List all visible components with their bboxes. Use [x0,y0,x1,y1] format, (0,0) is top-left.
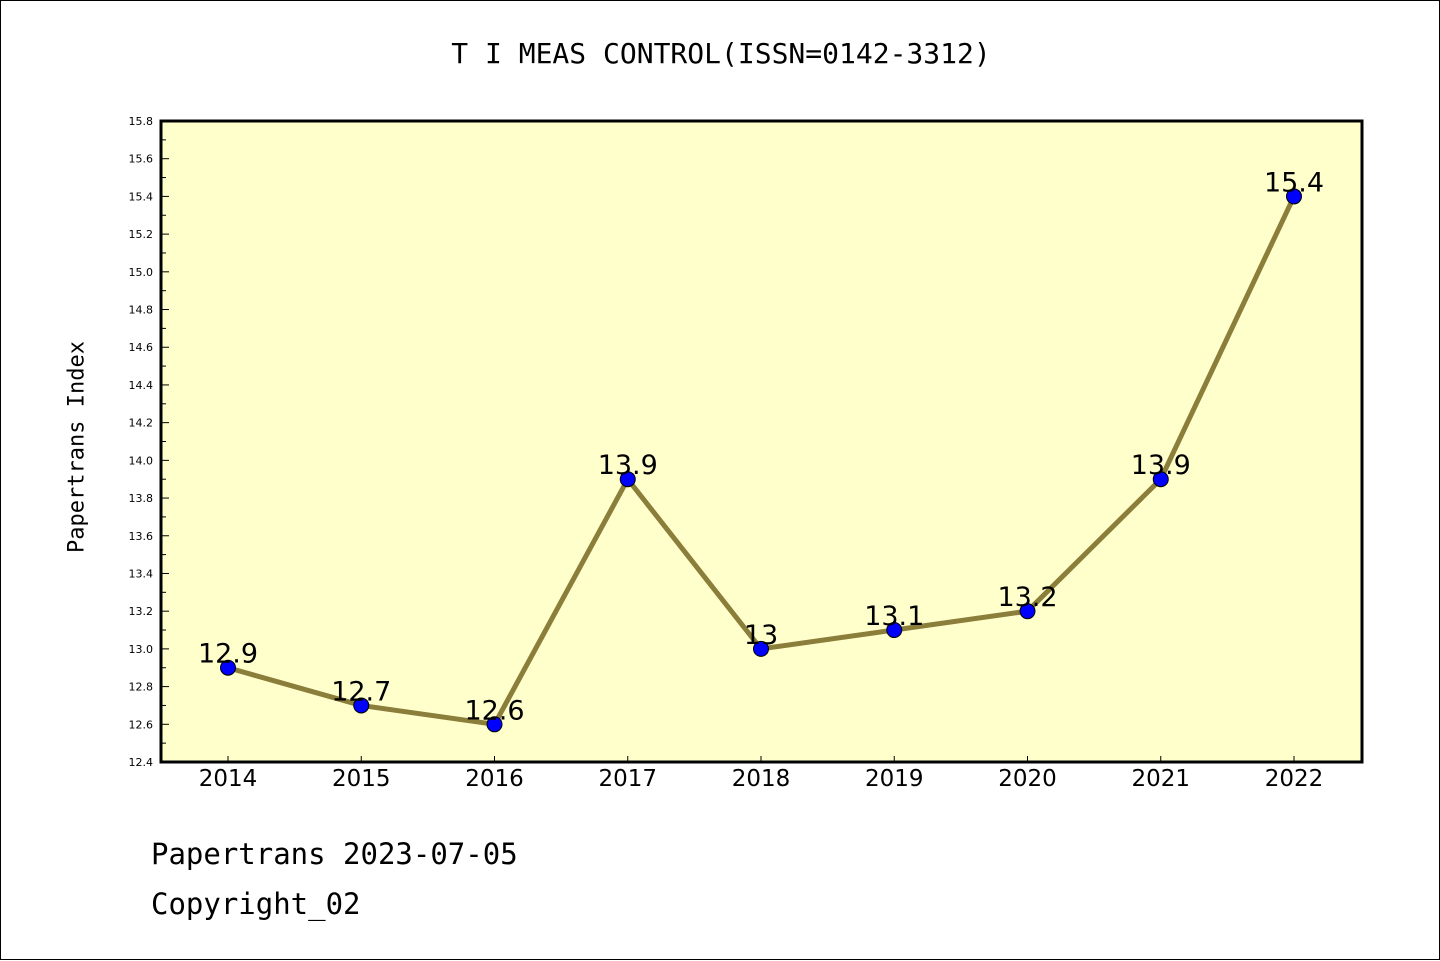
data-label: 12.6 [464,695,524,726]
data-point [619,471,636,488]
x-tick-label: 2019 [865,766,924,792]
y-tick-label: 15.8 [129,115,154,128]
chart-title: T I MEAS CONTROL(ISSN=0142-3312) [451,37,991,70]
data-label: 13.1 [864,601,924,632]
x-tick-label: 2014 [199,766,258,792]
y-tick-label: 13.0 [129,643,154,656]
x-tick-label: 2016 [465,766,524,792]
y-tick-label: 14.0 [129,454,154,467]
y-tick-label: 15.2 [129,228,154,241]
footer-date: Papertrans 2023-07-05 [151,837,518,871]
y-tick-label: 12.6 [129,718,154,731]
y-tick-label: 14.4 [129,379,154,392]
data-label: 13 [744,620,778,651]
y-axis-ticks: 12.4 12.6 12.8 13.0 13.2 13.4 13.6 13.8 14.0 14.2… [129,115,169,769]
y-tick-label: 13.2 [129,605,154,618]
data-point [220,659,236,676]
y-tick-label: 12.8 [129,681,154,694]
y-tick-label: 15.6 [129,153,154,166]
data-point [753,640,769,657]
y-tick-label: 13.4 [129,567,154,580]
data-label: 12.7 [331,676,391,707]
data-point [886,622,903,639]
data-point [486,716,503,733]
y-tick-label: 14.8 [129,304,154,317]
x-tick-label: 2022 [1265,766,1324,792]
y-tick-label: 14.2 [129,417,154,430]
x-axis-ticks: 2014 2015 2016 2017 2018 2019 2020 2021 2022 [199,756,1324,792]
y-tick-label: 13.6 [129,530,154,543]
x-tick-label: 2015 [332,766,391,792]
plot-area [159,119,1364,764]
y-tick-label: 13.8 [129,492,154,505]
data-label: 13.9 [598,450,658,481]
y-tick-label: 12.4 [129,756,154,769]
y-tick-label: 15.0 [129,266,154,279]
x-tick-label: 2020 [998,766,1057,792]
data-label: 13.9 [1131,450,1191,481]
data-label: 13.2 [997,582,1057,613]
x-tick-label: 2017 [598,766,657,792]
data-point [353,697,370,714]
footer-copyright: Copyright_02 [151,887,361,921]
data-point [1286,188,1302,205]
y-tick-label: 14.6 [129,341,154,354]
data-point [1019,603,1036,620]
data-series: 12.9 12.7 12.6 13.9 13 13.1 13.2 13.9 15.4 [198,167,1324,733]
y-tick-label: 15.4 [129,190,154,203]
data-label: 15.4 [1264,167,1324,198]
data-point [1152,471,1169,488]
x-tick-label: 2018 [732,766,791,792]
x-tick-label: 2021 [1131,766,1190,792]
data-label: 12.9 [198,639,258,670]
